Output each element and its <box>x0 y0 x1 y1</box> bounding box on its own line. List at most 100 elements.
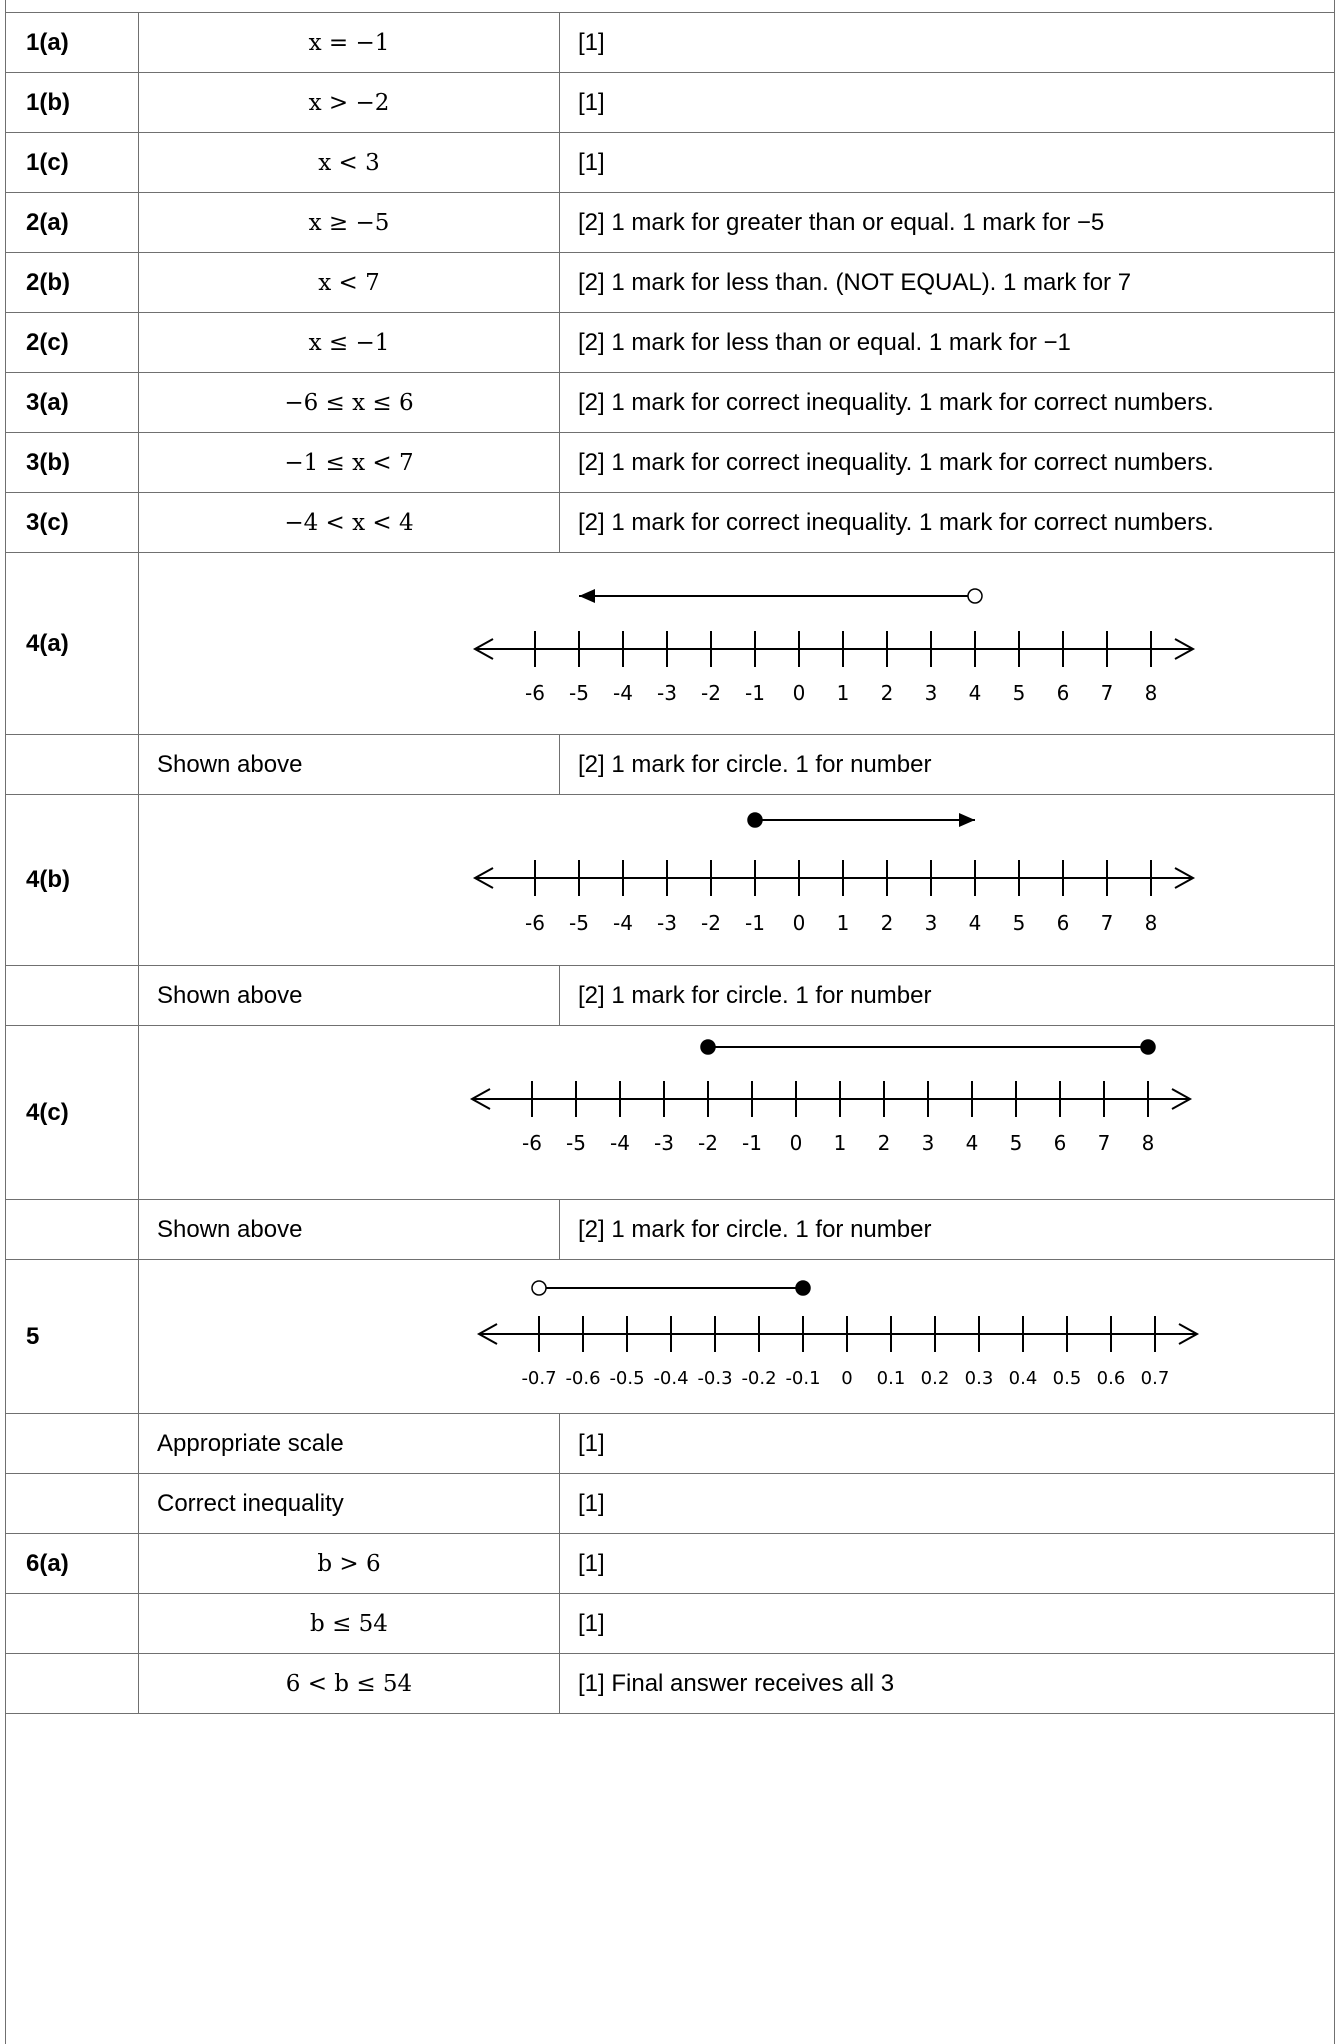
table-row: 3(b) −1 ≤ x < 7 [2] 1 mark for correct ine… <box>5 432 1335 493</box>
table-row: 2(a) x ≥ −5 [2] 1 mark for greater than or… <box>5 192 1335 253</box>
question-number <box>5 965 139 1026</box>
question-number <box>5 1593 139 1654</box>
table-row: Shown above [2] 1 mark for circle. 1 for … <box>5 1199 1335 1260</box>
answer-cell: Shown above <box>138 1199 560 1260</box>
table-row: 6(a) b > 6 [1] <box>5 1533 1335 1594</box>
answer-cell: x < 3 <box>138 132 560 193</box>
mark-cell: [1] <box>559 1413 1335 1474</box>
table-row: 1(c) x < 3 [1] <box>5 132 1335 193</box>
number-line: -6 -5 -4 -3 -2 -1 0 1 2 3 4 5 6 7 8 <box>469 1038 1193 1155</box>
tick-label: 7 <box>1101 911 1114 935</box>
tick-label: -1 <box>745 911 765 935</box>
tick-label: 7 <box>1098 1131 1111 1155</box>
number-line-row: 4(c) -6 -5 -4 -3 -2 -1 0 1 2 3 4 5 6 7 8 <box>5 1025 1335 1200</box>
question-number <box>5 1413 139 1474</box>
tick-label: 7 <box>1101 681 1114 705</box>
tick-label: 8 <box>1142 1131 1155 1155</box>
question-number <box>5 1199 139 1260</box>
answer-cell: b ≤ 54 <box>138 1593 560 1654</box>
answer-cell: x ≥ −5 <box>138 192 560 253</box>
tick-label: 0.6 <box>1097 1368 1126 1389</box>
axis-left-arrow <box>472 637 494 660</box>
number-line: -6 -5 -4 -3 -2 -1 0 1 2 3 4 5 6 7 8 <box>472 587 1196 705</box>
number-line-row: 4(b) -6 -5 -4 -3 -2 -1 0 1 2 3 4 5 6 7 8 <box>5 794 1335 966</box>
question-number: 3(c) <box>5 492 139 553</box>
table-row: b ≤ 54 [1] <box>5 1593 1335 1654</box>
closed-circle <box>700 1038 716 1055</box>
closed-circle <box>1140 1038 1156 1055</box>
closed-circle <box>795 1279 811 1296</box>
tick-label: -4 <box>613 681 633 705</box>
axis-left-arrow <box>469 1087 491 1110</box>
tick-label: -0.5 <box>609 1368 644 1389</box>
question-number <box>5 1473 139 1534</box>
tick-label: -3 <box>657 911 677 935</box>
tick-label: 5 <box>1010 1131 1023 1155</box>
tick-label: 2 <box>881 911 894 935</box>
tick-label: -4 <box>610 1131 630 1155</box>
axis-left-arrow <box>476 1322 498 1345</box>
question-number: 2(b) <box>5 252 139 313</box>
open-circle <box>531 1279 547 1296</box>
mark-cell: [1] <box>559 132 1335 193</box>
table-row: Shown above [2] 1 mark for circle. 1 for … <box>5 734 1335 795</box>
solution-arrowhead <box>959 812 975 827</box>
tick-label: -0.3 <box>697 1368 732 1389</box>
tick-label: 3 <box>925 911 938 935</box>
tick-label: -5 <box>566 1131 586 1155</box>
tick-label: -2 <box>701 681 721 705</box>
empty-row <box>5 1713 1335 2044</box>
tick-label: 4 <box>969 911 982 935</box>
answer-cell: Shown above <box>138 965 560 1026</box>
answer-cell: x < 7 <box>138 252 560 313</box>
axis-right-arrow <box>1178 1322 1200 1345</box>
tick-label: 0 <box>793 911 806 935</box>
axis-left-arrow <box>472 866 494 889</box>
answer-cell: b > 6 <box>138 1533 560 1594</box>
answer-cell: x = −1 <box>138 12 560 73</box>
number-line-cell: -6 -5 -4 -3 -2 -1 0 1 2 3 4 5 6 7 8 <box>138 794 1335 966</box>
answer-cell: −4 < x < 4 <box>138 492 560 553</box>
mark-cell: [2] 1 mark for circle. 1 for number <box>559 965 1335 1026</box>
tick-label: 1 <box>837 911 850 935</box>
mark-cell: [2] 1 mark for correct inequality. 1 mar… <box>559 492 1335 553</box>
tick-label: -6 <box>525 681 545 705</box>
closed-circle <box>747 811 763 828</box>
question-number: 4(b) <box>5 794 139 966</box>
tick-label: 5 <box>1013 681 1026 705</box>
tick-label: -0.1 <box>785 1368 820 1389</box>
table-row: 3(a) −6 ≤ x ≤ 6 [2] 1 mark for correct ine… <box>5 372 1335 433</box>
table-row: Appropriate scale [1] <box>5 1413 1335 1474</box>
table-row: 1(b) x > −2 [1] <box>5 72 1335 133</box>
empty-cell <box>5 1713 1335 2044</box>
tick-label: 3 <box>925 681 938 705</box>
tick-label: 6 <box>1057 681 1070 705</box>
question-number: 1(a) <box>5 12 139 73</box>
tick-label: -4 <box>613 911 633 935</box>
tick-label: -0.4 <box>653 1368 688 1389</box>
open-circle <box>967 587 983 604</box>
question-number: 3(b) <box>5 432 139 493</box>
number-line-row: 4(a) -6 -5 -4 -3 -2 -1 0 1 2 3 4 5 6 7 8 <box>5 552 1335 735</box>
axis-right-arrow <box>1174 866 1196 889</box>
mark-cell: [2] 1 mark for correct inequality. 1 mar… <box>559 432 1335 493</box>
number-line: -0.7 -0.6 -0.5 -0.4 -0.3 -0.2 -0.1 0 0.1 0.2 0.3 0.… <box>476 1279 1200 1389</box>
question-number: 2(c) <box>5 312 139 373</box>
tick-label: -3 <box>657 681 677 705</box>
tick-label: 1 <box>837 681 850 705</box>
tick-label: -5 <box>569 911 589 935</box>
tick-label: 0 <box>790 1131 803 1155</box>
tick-label: -6 <box>525 911 545 935</box>
number-line-row: 5 -0.7 -0.6 -0.5 -0.4 -0.3 -0.2 -0.1 0 0.1 0.2 0.3 0… <box>5 1259 1335 1414</box>
tick-label: 4 <box>966 1131 979 1155</box>
mark-cell: [2] 1 mark for circle. 1 for number <box>559 734 1335 795</box>
tick-label: -1 <box>742 1131 762 1155</box>
mark-cell: [2] 1 mark for less than or equal. 1 mar… <box>559 312 1335 373</box>
tick-label: -2 <box>701 911 721 935</box>
tick-label: 0.3 <box>965 1368 994 1389</box>
question-number: 6(a) <box>5 1533 139 1594</box>
number-line-cell: -6 -5 -4 -3 -2 -1 0 1 2 3 4 5 6 7 8 <box>138 552 1335 735</box>
mark-cell: [1] <box>559 1533 1335 1594</box>
tick-label: 2 <box>878 1131 891 1155</box>
mark-cell: [1] <box>559 12 1335 73</box>
